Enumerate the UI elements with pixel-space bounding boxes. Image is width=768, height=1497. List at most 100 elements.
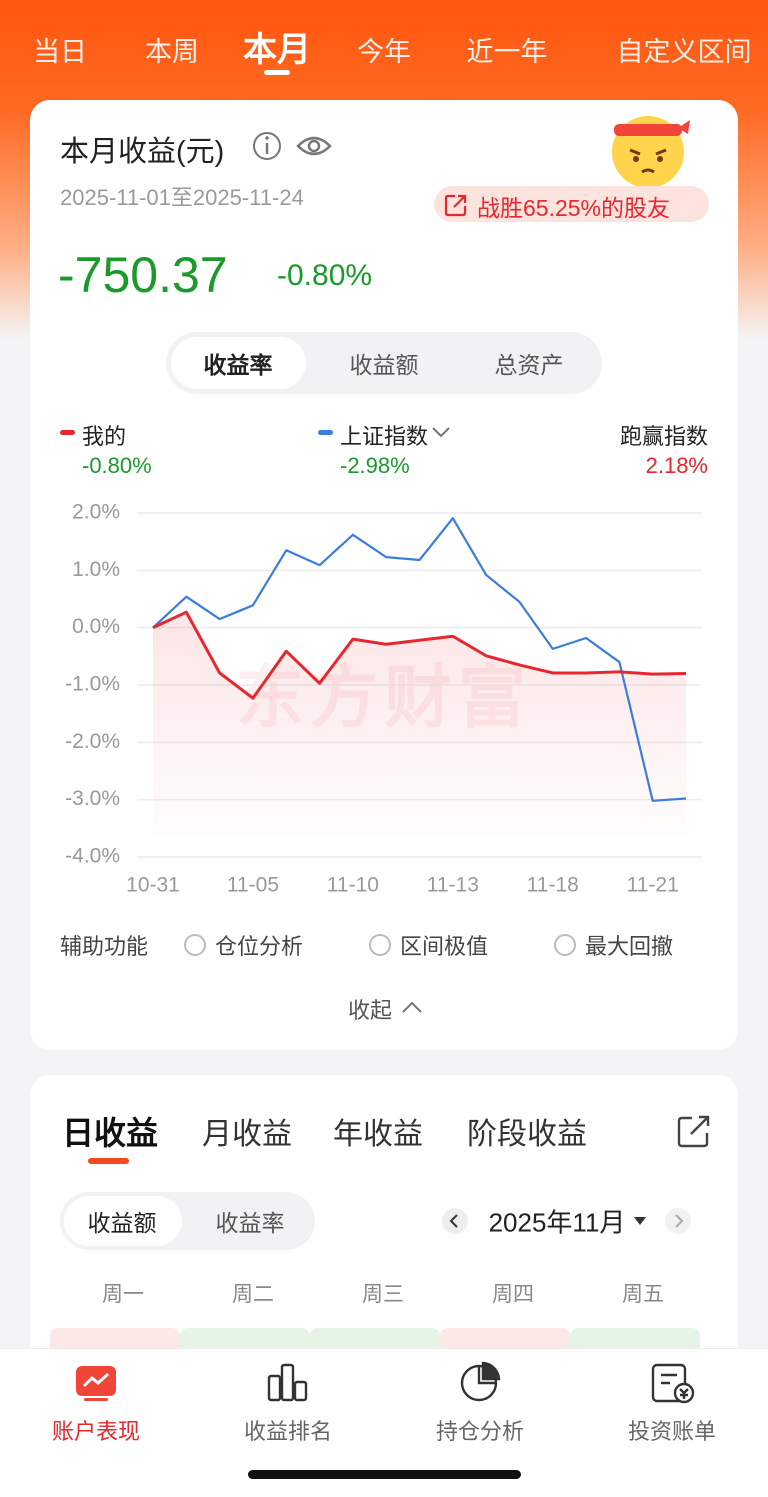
y-tick-label: 0.0% [72,615,120,638]
legend-value: -0.80% [82,453,152,478]
aux-radio[interactable] [184,934,206,956]
eye-icon[interactable] [296,136,332,156]
aux-label: 辅助功能 [60,934,149,959]
month-label[interactable]: 2025年11月 [488,1207,626,1238]
segment-active [171,337,306,389]
x-tick-label: 11-21 [627,874,679,897]
day-tile[interactable] [440,1328,570,1348]
emoji-eye [657,156,663,162]
toggle-active [64,1196,182,1246]
period-tab[interactable]: 今年 [357,37,411,67]
x-tick-label: 11-13 [427,874,479,897]
series-line [152,610,687,700]
emoji-mouth [641,168,655,174]
income-tab[interactable]: 年收益 [333,1118,423,1151]
y-tick-label: -3.0% [65,787,120,810]
emoji-brows [629,148,667,156]
nav-icon-account-base [84,1398,108,1401]
summary-title: 本月收益(元) [60,136,225,168]
toggle-option[interactable]: 收益率 [215,1210,285,1236]
y-tick-label: -4.0% [65,845,120,868]
legend-value: -2.98% [340,453,410,478]
nav-icons [76,1361,695,1404]
nav-icon-rank [267,1363,308,1402]
day-tile[interactable] [570,1328,700,1348]
share-icon [444,194,467,217]
x-tick-label: 11-05 [227,874,279,897]
y-tick-label: 1.0% [72,558,120,581]
day-tile[interactable] [180,1328,310,1348]
y-tick-label: 2.0% [72,501,120,524]
x-tick-label: 10-31 [126,874,180,897]
excess-value: 2.18% [645,453,708,478]
emoji-headband [614,124,682,136]
aux-radio[interactable] [369,934,391,956]
legend-name[interactable]: 上证指数 [340,424,429,449]
home-indicator [248,1470,521,1479]
weekday: 周一 [102,1283,144,1306]
y-tick-label: -2.0% [65,730,120,753]
x-tick-label: 11-10 [327,874,379,897]
emoji-band-tail [678,120,690,134]
excess-label: 跑赢指数 [619,424,708,449]
legend-swatch [60,430,75,435]
nav-item[interactable]: 投资账单 [627,1419,717,1444]
nav-icon-bill [651,1363,695,1404]
collapse-chevron [402,1001,422,1013]
info-icon-dot [265,136,269,140]
dropdown-chevron [432,427,450,438]
segment[interactable]: 收益率 [203,352,273,378]
day-tile[interactable] [310,1328,440,1348]
period-tab[interactable]: 当日 [33,37,87,67]
segment[interactable]: 收益额 [349,352,419,378]
weekday: 周三 [362,1283,404,1306]
nav-item[interactable]: 账户表现 [51,1419,141,1444]
nav-icon-holdings [460,1361,501,1402]
aux-option[interactable]: 仓位分析 [215,934,304,959]
prev-month[interactable] [441,1207,469,1235]
income-tab[interactable]: 日收益 [62,1115,159,1151]
legend-name: 我的 [82,424,127,449]
nav-item[interactable]: 持仓分析 [435,1419,525,1444]
x-tick-label: 11-18 [527,874,579,897]
weekday: 周二 [232,1283,274,1306]
summary-card [30,100,738,1050]
active-tab-indicator [264,70,290,75]
income-tab[interactable]: 月收益 [202,1118,292,1151]
date-range: 2025-11-01至2025-11-24 [60,185,304,210]
period-tab[interactable]: 本周 [145,37,199,67]
series-line [152,517,687,802]
amount: -750.37 [58,247,228,303]
period-tab[interactable]: 自定义区间 [616,37,752,67]
collapse-button[interactable]: 收起 [347,998,393,1023]
weekday: 周五 [622,1283,664,1306]
period-tab[interactable]: 本月 [243,31,311,69]
y-tick-label: -1.0% [65,673,120,696]
emoji-avatar [612,116,690,188]
badge-text: 战胜65.25%的股友 [477,195,671,221]
eye-pupil [307,139,321,153]
aux-option[interactable]: 最大回撤 [585,934,674,959]
income-tab[interactable]: 阶段收益 [467,1118,587,1151]
next-month[interactable] [664,1207,692,1235]
nav-item[interactable]: 收益排名 [243,1419,333,1444]
badge[interactable] [434,186,709,222]
info-icon[interactable] [253,132,281,160]
aux-radio[interactable] [554,934,576,956]
legend-swatch [318,430,333,435]
weekday: 周四 [492,1283,534,1306]
emoji-eye [633,156,639,162]
segment[interactable]: 总资产 [494,352,564,378]
month-caret [634,1217,646,1225]
rate: -0.80% [277,259,373,292]
income-tab-indicator [88,1158,129,1164]
nav-icon-account-line [82,1372,110,1388]
aux-option[interactable]: 区间极值 [400,934,489,959]
toggle-option[interactable]: 收益额 [87,1210,157,1236]
period-tab[interactable]: 近一年 [466,37,548,67]
title-icons [253,132,332,160]
export-icon[interactable] [676,1113,712,1149]
day-tile[interactable] [50,1328,180,1348]
line-chart: 东方财富2.0%1.0%0.0%-1.0%-2.0%-3.0%-4.0%10-3… [65,501,702,897]
